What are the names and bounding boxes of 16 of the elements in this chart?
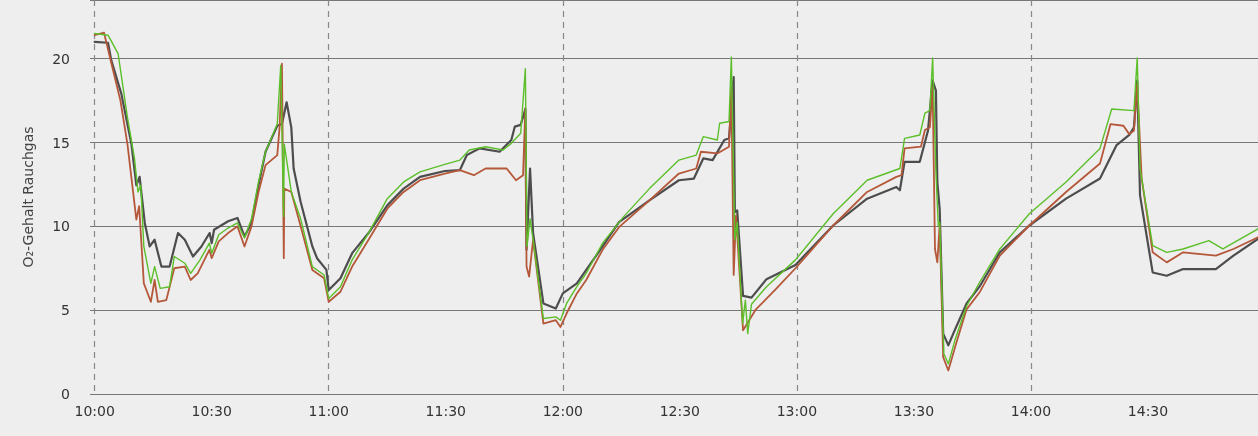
x-tick-label: 14:00 — [1010, 403, 1052, 419]
x-tick-label: 11:30 — [425, 403, 466, 419]
y-tick-label: 0 — [61, 386, 70, 402]
y-tick-label: 5 — [61, 302, 70, 319]
x-tick-label: 10:00 — [74, 403, 115, 419]
x-tick-label: 12:00 — [542, 403, 583, 419]
y-axis-title: O₂-Gehalt Rauchgas — [20, 126, 36, 268]
x-tick-label: 14:30 — [1127, 403, 1169, 419]
x-tick-label: 12:30 — [659, 403, 701, 419]
x-tick-label: 13:30 — [893, 403, 935, 419]
x-tick-label: 11:00 — [308, 403, 349, 419]
y-tick-label: 10 — [52, 218, 70, 235]
x-tick-label: 10:30 — [191, 403, 232, 419]
x-tick-label: 13:00 — [776, 403, 818, 419]
y-tick-label: 20 — [52, 50, 70, 67]
y-tick-label: 15 — [52, 134, 70, 151]
